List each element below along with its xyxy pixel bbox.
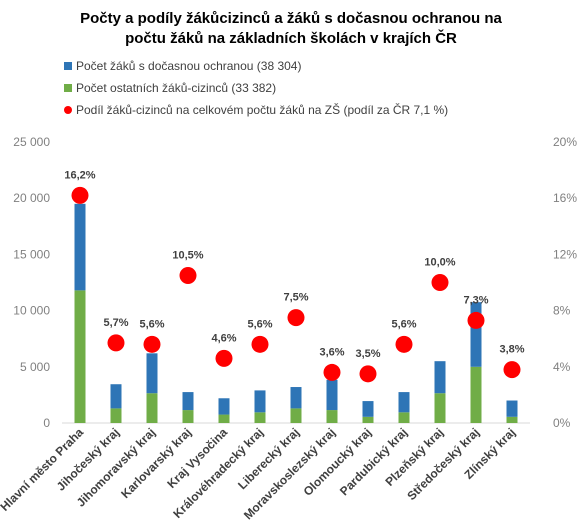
share-data-label: 3,8% bbox=[499, 344, 524, 356]
bar-other-foreigners bbox=[110, 408, 122, 423]
share-data-label: 5,6% bbox=[247, 318, 272, 330]
bar-other-foreigners bbox=[470, 366, 482, 423]
y-left-tick-label: 20 000 bbox=[13, 191, 50, 205]
bar-temporary-protection bbox=[218, 398, 230, 415]
bar-other-foreigners bbox=[74, 290, 86, 423]
y-right-tick-label: 8% bbox=[553, 304, 571, 318]
share-point bbox=[467, 311, 485, 329]
share-data-label: 4,6% bbox=[211, 332, 236, 344]
bar-other-foreigners bbox=[326, 410, 338, 423]
share-data-label: 16,2% bbox=[64, 169, 95, 181]
bars bbox=[74, 203, 518, 423]
legend: Počet žáků s dočasnou ochranou (38 304) P… bbox=[64, 59, 448, 117]
y-right-tick-label: 16% bbox=[553, 191, 577, 205]
share-point bbox=[251, 335, 269, 353]
y-left-tick-label: 15 000 bbox=[13, 247, 50, 261]
bar-other-foreigners bbox=[398, 412, 410, 423]
bar-temporary-protection bbox=[110, 384, 122, 409]
share-data-label: 5,7% bbox=[103, 317, 128, 329]
share-point bbox=[503, 361, 521, 379]
share-data-label: 5,6% bbox=[139, 318, 164, 330]
legend-label-0: Počet ostatních žáků-cizinců (33 382) bbox=[76, 81, 276, 95]
legend-label-2: Podíl žáků-cizinců na celkovém počtu žák… bbox=[76, 102, 448, 117]
share-point bbox=[107, 334, 125, 352]
bar-temporary-protection bbox=[146, 353, 158, 394]
bar-temporary-protection bbox=[506, 400, 518, 417]
bar-temporary-protection bbox=[74, 203, 86, 291]
bar-temporary-protection bbox=[470, 302, 482, 367]
y-right-tick-label: 0% bbox=[553, 416, 571, 430]
share-point bbox=[359, 365, 377, 383]
bar-temporary-protection bbox=[326, 379, 338, 411]
legend-marker-1 bbox=[64, 62, 72, 70]
y-left-tick-label: 25 000 bbox=[13, 135, 50, 149]
share-data-label: 5,6% bbox=[391, 318, 416, 330]
y-right-tick-label: 20% bbox=[553, 135, 577, 149]
chart-title-line2: počtu žáků na základních školách v krají… bbox=[125, 29, 457, 47]
bar-temporary-protection bbox=[290, 387, 302, 409]
y-left-tick-label: 0 bbox=[43, 416, 50, 430]
legend-marker-2 bbox=[64, 106, 72, 114]
share-point bbox=[395, 335, 413, 353]
chart-title-line1: Počty a podíly žákůcizinců a žáků s doča… bbox=[80, 10, 502, 27]
bar-other-foreigners bbox=[218, 414, 230, 423]
bar-temporary-protection bbox=[398, 392, 410, 413]
bar-temporary-protection bbox=[362, 401, 374, 417]
legend-marker-0 bbox=[64, 84, 72, 92]
bar-temporary-protection bbox=[434, 361, 446, 394]
points: 16,2% 5,7% 5,6% 10,5% 4,6% 5,6% 7,5% 3,6% 3,5% 5,… bbox=[64, 169, 525, 383]
bar-temporary-protection bbox=[182, 392, 194, 411]
share-data-label: 3,5% bbox=[355, 348, 380, 360]
y-right-tick-label: 4% bbox=[553, 360, 571, 374]
y-left-tick-label: 10 000 bbox=[13, 304, 50, 318]
share-point bbox=[179, 266, 197, 284]
bar-other-foreigners bbox=[362, 416, 374, 423]
bar-other-foreigners bbox=[182, 410, 194, 423]
share-point bbox=[143, 335, 161, 353]
share-point bbox=[431, 274, 449, 291]
share-data-label: 10,0% bbox=[424, 257, 455, 269]
bar-other-foreigners bbox=[434, 393, 446, 423]
share-point bbox=[287, 309, 305, 327]
share-point bbox=[71, 186, 89, 204]
share-point bbox=[215, 349, 233, 367]
bar-other-foreigners bbox=[146, 393, 158, 423]
y-left-tick-label: 5 000 bbox=[20, 360, 50, 374]
bar-other-foreigners bbox=[506, 416, 518, 423]
bar-other-foreigners bbox=[254, 412, 266, 423]
share-data-label: 10,5% bbox=[172, 249, 203, 261]
legend-label-1: Počet žáků s dočasnou ochranou (38 304) bbox=[76, 59, 301, 73]
share-data-label: 3,6% bbox=[319, 346, 344, 358]
share-point bbox=[323, 363, 341, 381]
bar-other-foreigners bbox=[290, 408, 302, 423]
share-data-label: 7,3% bbox=[463, 294, 488, 306]
y-right-tick-label: 12% bbox=[553, 247, 577, 261]
axes: 0 5 000 10 000 15 000 20 000 25 000 0% 4% 8% 12% 1… bbox=[13, 135, 577, 430]
bar-temporary-protection bbox=[254, 390, 266, 413]
category-label: Jihočeský kraj bbox=[54, 425, 122, 493]
share-data-label: 7,5% bbox=[283, 292, 308, 304]
